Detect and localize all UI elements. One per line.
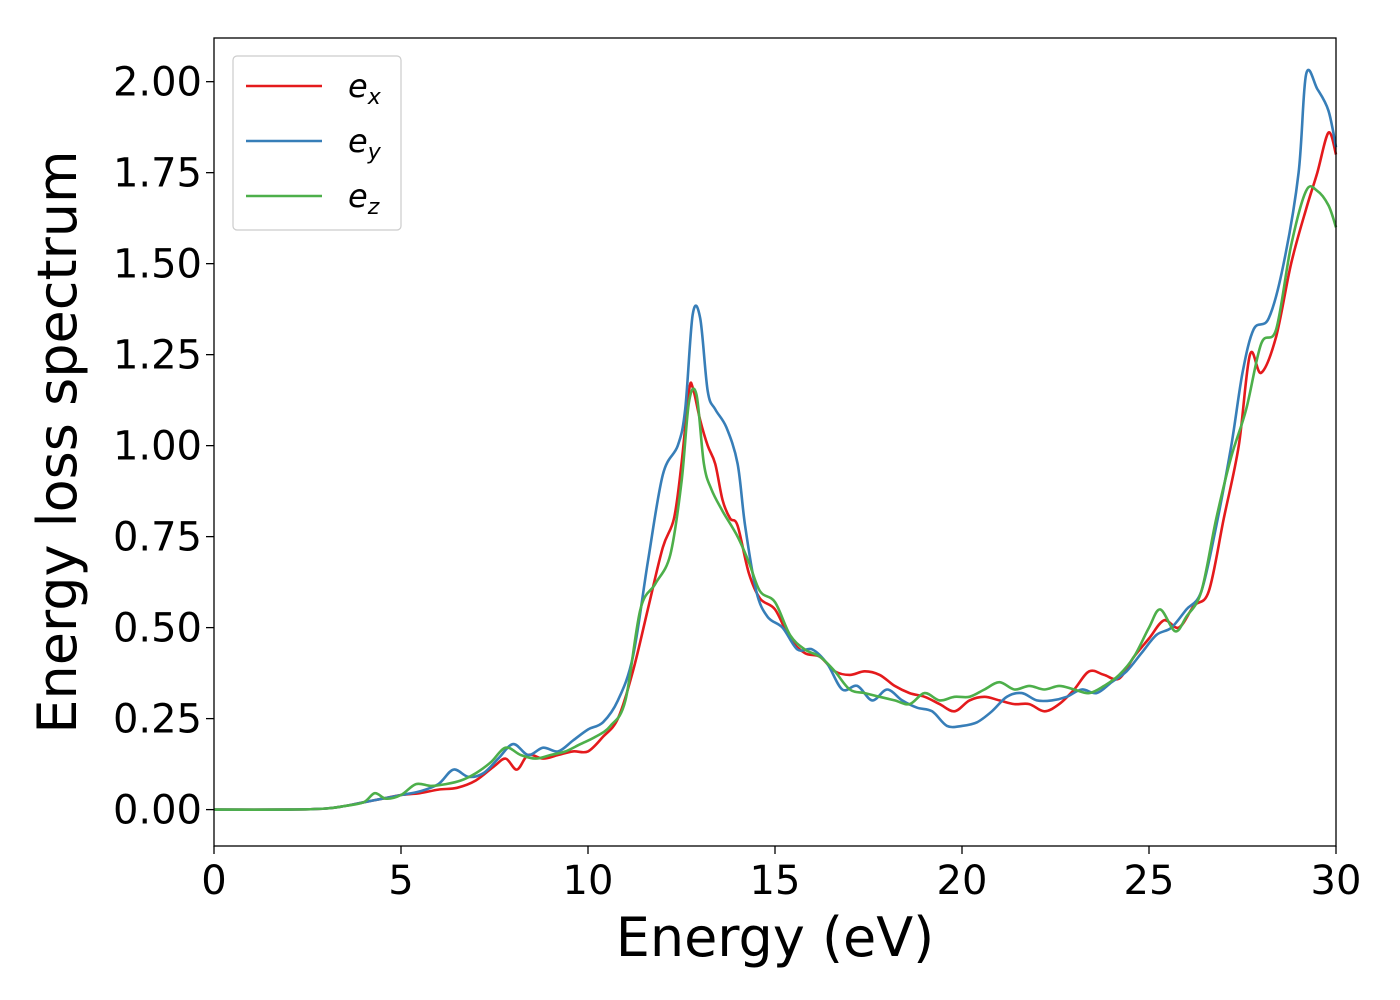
x-tick-label: 15 — [750, 858, 801, 904]
x-axis: 0 5 10 15 20 25 30 — [201, 846, 1361, 904]
y-tick-label: 2.00 — [113, 60, 202, 106]
x-tick-label: 0 — [201, 858, 226, 904]
y-tick-label: 1.00 — [113, 424, 202, 470]
legend-label-ex: ex — [348, 67, 382, 110]
y-tick-label: 0.00 — [113, 788, 202, 834]
x-tick-label: 30 — [1311, 858, 1362, 904]
x-axis-label: Energy (eV) — [616, 906, 935, 969]
legend-label-ez: ez — [348, 177, 380, 220]
y-tick-label: 1.25 — [113, 333, 202, 379]
plot-lines — [213, 68, 1338, 811]
y-tick-label: 0.50 — [113, 606, 202, 652]
y-axis-label: Energy loss spectrum — [26, 150, 89, 733]
y-axis: 0.00 0.25 0.50 0.75 1.00 1.25 1.50 1.75 2.00 — [113, 60, 214, 834]
legend-box — [232, 55, 402, 231]
x-tick-label: 25 — [1124, 858, 1175, 904]
x-tick-label: 20 — [937, 858, 988, 904]
series-line-ey — [213, 68, 1338, 811]
legend: ex ey ez — [232, 55, 402, 231]
x-tick-label: 5 — [388, 858, 413, 904]
legend-label-ey: ey — [348, 122, 382, 165]
y-tick-label: 1.50 — [113, 242, 202, 288]
y-tick-label: 1.75 — [113, 151, 202, 197]
y-tick-label: 0.25 — [113, 697, 202, 743]
series-line-ex — [213, 131, 1338, 811]
series-line-ez — [213, 184, 1338, 811]
x-tick-label: 10 — [563, 858, 614, 904]
y-tick-label: 0.75 — [113, 515, 202, 561]
